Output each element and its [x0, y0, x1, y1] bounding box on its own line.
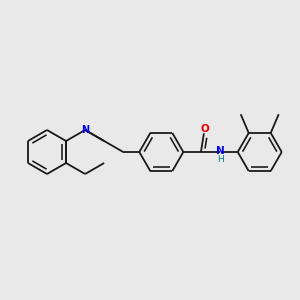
Text: H: H: [217, 155, 224, 164]
Text: N: N: [81, 125, 89, 135]
Text: N: N: [216, 146, 225, 156]
Text: O: O: [200, 124, 209, 134]
